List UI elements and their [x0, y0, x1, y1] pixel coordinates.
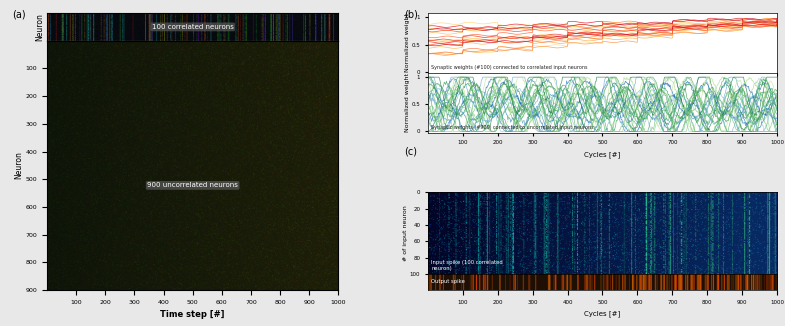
Text: (a): (a) — [12, 10, 25, 20]
Text: 900 uncorrelated neurons: 900 uncorrelated neurons — [148, 182, 238, 188]
Y-axis label: Normalized weight: Normalized weight — [405, 13, 410, 72]
Text: (b): (b) — [404, 10, 418, 20]
X-axis label: Cycles [#]: Cycles [#] — [584, 151, 621, 157]
Text: Synaptic weights (#900) connected to uncorrelated input neurons: Synaptic weights (#900) connected to unc… — [431, 125, 594, 130]
Y-axis label: Neuron: Neuron — [14, 152, 23, 179]
Text: Synaptic weights (#100) connected to correlated input neurons: Synaptic weights (#100) connected to cor… — [431, 66, 588, 70]
Text: Output spike: Output spike — [431, 279, 466, 285]
Y-axis label: Normalized weight: Normalized weight — [405, 73, 410, 132]
Y-axis label: Neuron: Neuron — [35, 13, 44, 41]
Text: 100 correlated neurons: 100 correlated neurons — [152, 24, 234, 30]
Text: Input spike (100 correlated
neuron): Input spike (100 correlated neuron) — [431, 260, 503, 271]
X-axis label: Time step [#]: Time step [#] — [160, 310, 225, 319]
Y-axis label: # of input neuron: # of input neuron — [403, 205, 408, 261]
Text: (c): (c) — [404, 147, 418, 157]
X-axis label: Cycles [#]: Cycles [#] — [584, 310, 621, 317]
